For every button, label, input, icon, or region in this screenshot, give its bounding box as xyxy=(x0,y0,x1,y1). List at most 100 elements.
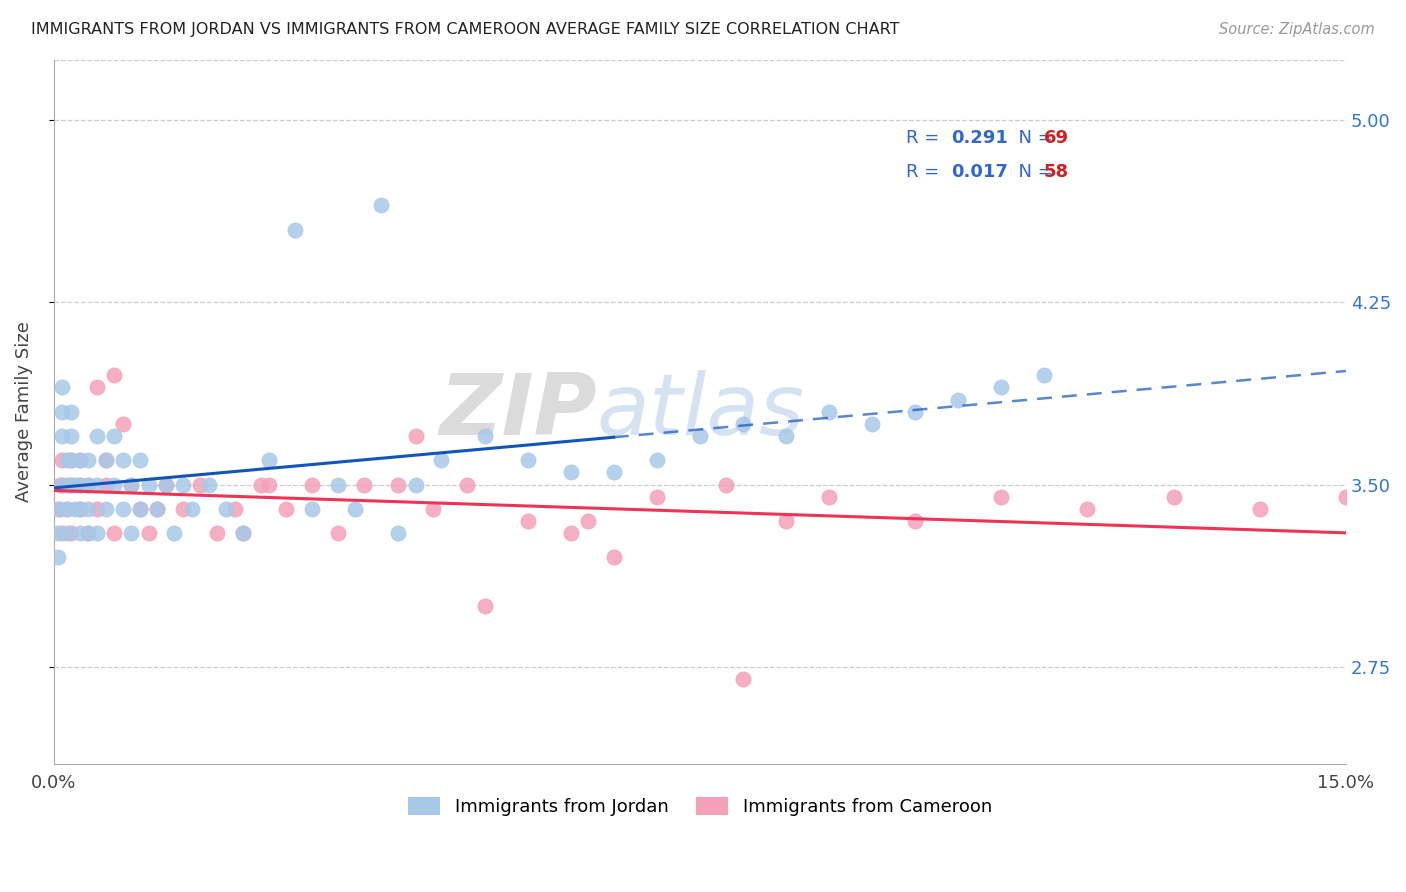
Point xyxy=(516,453,538,467)
Point xyxy=(60,405,83,419)
Point xyxy=(86,526,108,541)
Point xyxy=(257,477,280,491)
Point xyxy=(77,477,100,491)
Point xyxy=(111,501,134,516)
Point xyxy=(1076,501,1098,516)
Point xyxy=(60,526,83,541)
Point xyxy=(69,477,91,491)
Point xyxy=(818,405,841,419)
Point xyxy=(129,501,152,516)
Text: ZIP: ZIP xyxy=(439,370,596,453)
Point xyxy=(86,477,108,491)
Point xyxy=(55,501,77,516)
Point xyxy=(405,429,427,443)
Point xyxy=(474,429,496,443)
Point xyxy=(49,477,72,491)
Point xyxy=(1334,490,1357,504)
Point xyxy=(387,526,409,541)
Point xyxy=(163,526,186,541)
Point xyxy=(69,526,91,541)
Point xyxy=(129,501,152,516)
Point xyxy=(55,453,77,467)
Point xyxy=(188,477,211,491)
Point xyxy=(603,466,626,480)
Point xyxy=(86,380,108,394)
Point xyxy=(77,526,100,541)
Point xyxy=(180,501,202,516)
Point xyxy=(51,453,73,467)
Text: 58: 58 xyxy=(1043,163,1069,181)
Point xyxy=(94,453,117,467)
Point xyxy=(904,514,927,528)
Point xyxy=(60,453,83,467)
Point xyxy=(111,417,134,431)
Point xyxy=(155,477,177,491)
Point xyxy=(138,526,160,541)
Point xyxy=(94,453,117,467)
Point xyxy=(224,501,246,516)
Point xyxy=(276,501,298,516)
Point xyxy=(60,477,83,491)
Point xyxy=(51,405,73,419)
Point xyxy=(94,477,117,491)
Point xyxy=(120,477,142,491)
Point xyxy=(55,526,77,541)
Point xyxy=(155,477,177,491)
Point xyxy=(353,477,375,491)
Point xyxy=(301,501,323,516)
Point xyxy=(474,599,496,613)
Point xyxy=(69,501,91,516)
Point xyxy=(904,405,927,419)
Point xyxy=(232,526,254,541)
Point xyxy=(86,429,108,443)
Point xyxy=(326,477,349,491)
Point xyxy=(129,453,152,467)
Point xyxy=(69,453,91,467)
Point xyxy=(77,526,100,541)
Point xyxy=(603,550,626,565)
Point xyxy=(51,429,73,443)
Point xyxy=(77,477,100,491)
Text: N =: N = xyxy=(1007,128,1059,147)
Point xyxy=(60,453,83,467)
Point xyxy=(146,501,169,516)
Text: Source: ZipAtlas.com: Source: ZipAtlas.com xyxy=(1219,22,1375,37)
Point xyxy=(111,453,134,467)
Text: R =: R = xyxy=(905,128,945,147)
Point xyxy=(1163,490,1185,504)
Point xyxy=(645,453,668,467)
Point xyxy=(103,477,125,491)
Text: R =: R = xyxy=(905,163,945,181)
Point xyxy=(46,501,69,516)
Point xyxy=(560,526,582,541)
Point xyxy=(86,501,108,516)
Point xyxy=(990,490,1012,504)
Point xyxy=(990,380,1012,394)
Point xyxy=(55,501,77,516)
Point xyxy=(344,501,367,516)
Point xyxy=(714,477,737,491)
Point xyxy=(731,417,754,431)
Point xyxy=(172,477,194,491)
Point xyxy=(301,477,323,491)
Point xyxy=(1033,368,1056,383)
Point xyxy=(731,672,754,686)
Point xyxy=(370,198,392,212)
Point xyxy=(120,526,142,541)
Point xyxy=(198,477,221,491)
Point xyxy=(51,380,73,394)
Point xyxy=(55,477,77,491)
Point xyxy=(689,429,711,443)
Point xyxy=(69,477,91,491)
Text: 0.017: 0.017 xyxy=(950,163,1008,181)
Text: 0.291: 0.291 xyxy=(950,128,1008,147)
Point xyxy=(94,501,117,516)
Point xyxy=(60,477,83,491)
Point xyxy=(775,429,797,443)
Point xyxy=(69,453,91,467)
Point xyxy=(405,477,427,491)
Point xyxy=(51,477,73,491)
Point xyxy=(77,501,100,516)
Point xyxy=(326,526,349,541)
Legend: Immigrants from Jordan, Immigrants from Cameroon: Immigrants from Jordan, Immigrants from … xyxy=(399,788,1001,825)
